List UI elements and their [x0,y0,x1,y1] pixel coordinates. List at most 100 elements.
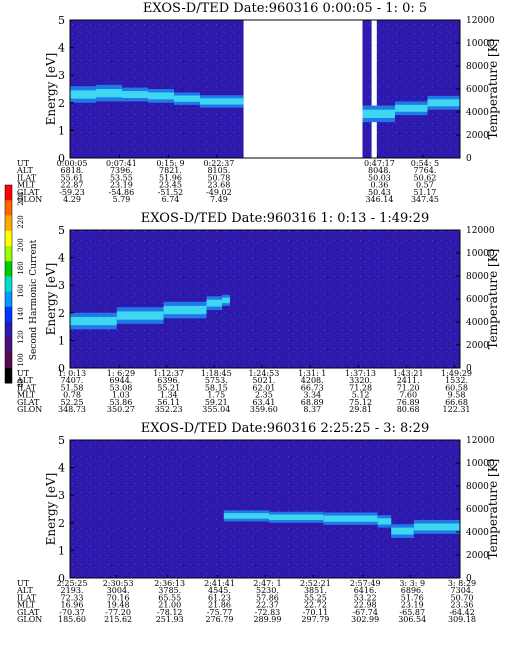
colorbar-swatch [5,230,12,247]
orbit-value: 355.04 [202,405,230,414]
orbit-row-label: ILAT [17,593,37,602]
y-tick-label: 0 [58,152,65,165]
y2-tick-label: 8000 [466,272,489,282]
orbit-value: 6396. [157,376,180,385]
y-tick-label: 1 [58,124,65,137]
orbit-value: 53.55 [110,173,133,182]
band-core [174,95,200,102]
orbit-value: 347.45 [411,195,439,204]
orbit-value: 55.25 [304,593,327,602]
colorbar-swatch [5,306,12,323]
y2-axis-label: Temperature [K] [486,459,500,560]
orbit-value: 51.17 [413,188,436,197]
orbit-value: 22.98 [354,601,377,610]
panel-2: EXOS-D/TED Date:960316 1: 0:13 - 1:49:29… [16,211,500,414]
colorbar-tick-label: 240 [17,192,25,205]
y2-tick-label: 6000 [466,85,489,95]
orbit-row-label: ALT [16,166,33,175]
orbit-value: 68.89 [301,398,324,407]
orbit-value: 51.58 [61,383,84,392]
colorbar-swatch [5,291,12,308]
orbit-row-label: ILAT [17,383,37,392]
orbit-value: 5230. [256,586,279,595]
data-gap [243,20,363,158]
y-tick-label: 2 [58,97,65,110]
orbit-value: 3: 8:29 [448,579,476,588]
orbit-row-label: ILAT [17,173,37,182]
orbit-value: 0:47:17 [364,159,395,168]
orbit-value: 29.81 [349,405,372,414]
orbit-value: -70.37 [59,608,85,617]
orbit-value: 2:41:41 [204,579,235,588]
y2-tick-label: 6000 [466,505,489,515]
data-gap [371,20,377,158]
y-tick-label: 1 [58,334,65,347]
y2-tick-label: 2000 [466,341,489,351]
band-core [362,109,395,118]
y-tick-label: 0 [58,362,65,375]
orbit-value: 6896. [401,586,424,595]
orbit-value: 2:57:49 [350,579,381,588]
orbit-value: 1:43:21 [393,369,424,378]
colorbar-tick-label: 200 [17,238,25,251]
orbit-value: 1.75 [207,391,225,400]
y-axis-label: Energy [eV] [44,53,58,126]
y2-tick-label: 8000 [466,482,489,492]
orbit-value: 4545. [208,586,231,595]
orbit-value: 3004. [107,586,130,595]
y2-tick-label: 0 [466,574,472,584]
orbit-value: 56.11 [157,398,180,407]
orbit-value: 5021. [252,376,275,385]
orbit-value: 2:25:25 [57,579,88,588]
orbit-value: 55.61 [61,173,84,182]
orbit-value: -54.86 [109,188,135,197]
orbit-row-label: GLON [17,615,42,624]
colorbar-tick-label: 100 [17,353,25,366]
orbit-value: 1: 0:13 [58,369,86,378]
y-tick-label: 5 [58,224,65,237]
orbit-value: 0:15: 9 [156,159,184,168]
orbit-value: 302.99 [351,615,379,624]
orbit-value: 1:49:29 [441,369,472,378]
orbit-value: 57.86 [256,593,279,602]
band-core [391,527,414,535]
orbit-value: 63.41 [252,398,275,407]
orbit-value: 58.15 [205,383,228,392]
orbit-value: 5.79 [112,195,130,204]
y-tick-label: 4 [58,252,65,265]
orbit-value: 3.34 [303,391,321,400]
orbit-value: 55.21 [157,383,180,392]
orbit-row-label: GLON [17,405,42,414]
colorbar-swatch [5,352,12,369]
orbit-value: 215.62 [104,615,132,624]
orbit-value: 23.19 [401,601,424,610]
orbit-value: 1:31: 1 [298,369,326,378]
colorbar-label: Second Harmonic Current [29,239,39,360]
colorbar-tick-label: 180 [17,261,25,274]
orbit-value: 7764. [413,166,436,175]
y-tick-label: 4 [58,462,65,475]
y2-tick-label: 12000 [466,436,495,446]
orbit-value: 1.34 [160,391,178,400]
orbit-value: 6944. [109,376,132,385]
orbit-value: 50.70 [451,593,474,602]
y2-tick-label: 4000 [466,528,489,538]
orbit-value: 9.58 [448,391,466,400]
y-tick-label: 1 [58,544,65,557]
chart-title: EXOS-D/TED Date:960316 1: 0:13 - 1:49:29 [141,211,429,226]
chart-title: EXOS-D/TED Date:960316 0:00:05 - 1: 0: 5 [143,1,427,16]
band-core [200,98,244,105]
colorbar-tick-label: 80 [17,379,25,388]
y-tick-label: 3 [58,69,65,82]
orbit-value: 75.12 [349,398,372,407]
colorbar-swatch [5,185,12,201]
band-core [377,518,392,525]
band-core [206,299,223,307]
colorbar-tick-label: 140 [17,307,25,320]
band-core [223,513,270,519]
orbit-value: 22.87 [61,181,84,190]
orbit-value: 22.37 [256,601,279,610]
y-axis-label: Energy [eV] [44,263,58,336]
y2-tick-label: 0 [466,154,472,164]
